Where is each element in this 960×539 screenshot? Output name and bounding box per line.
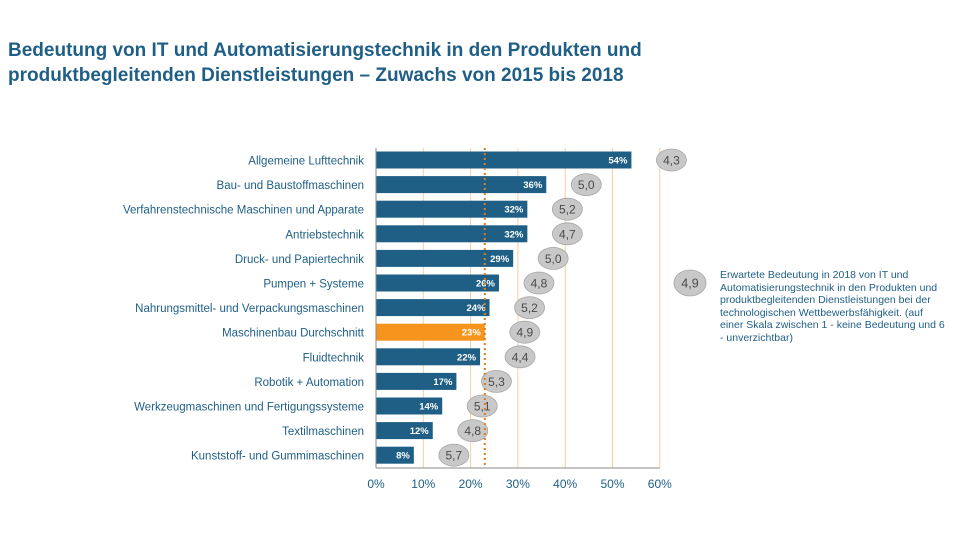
rating-bubble bbox=[509, 320, 541, 344]
bar-value-label: 36% bbox=[523, 180, 543, 191]
bar bbox=[376, 299, 490, 317]
bar bbox=[376, 249, 514, 267]
bar-value-label: 17% bbox=[433, 377, 453, 388]
x-tick-label: 20% bbox=[459, 477, 483, 491]
bar bbox=[376, 397, 443, 415]
legend-bubble bbox=[673, 269, 707, 297]
x-tick-label: 10% bbox=[411, 477, 435, 491]
rating-bubble-label: 4,3 bbox=[663, 154, 680, 168]
bar-value-label: 14% bbox=[419, 402, 439, 413]
rating-bubble bbox=[523, 271, 555, 295]
bar-value-label: 24% bbox=[467, 303, 487, 314]
bar bbox=[376, 176, 547, 194]
chart-title: Bedeutung von IT und Automatisierungstec… bbox=[8, 38, 908, 88]
rating-bubble bbox=[656, 148, 687, 172]
bar-value-label: 29% bbox=[490, 254, 510, 265]
category-label: Bau- und Baustoffmaschinen bbox=[217, 180, 364, 192]
bar-value-label: 8% bbox=[396, 451, 410, 462]
rating-bubble-label: 5,7 bbox=[445, 449, 462, 463]
bar bbox=[376, 225, 528, 243]
rating-bubble-label: 5,3 bbox=[488, 375, 505, 389]
category-label: Kunststoff- und Gummimaschinen bbox=[191, 451, 364, 463]
category-label: Werkzeugmaschinen und Fertigungssysteme bbox=[134, 402, 364, 414]
bar bbox=[376, 151, 632, 169]
x-tick-label: 60% bbox=[648, 477, 672, 491]
rating-bubble bbox=[504, 345, 536, 369]
rating-bubble bbox=[466, 394, 498, 418]
x-tick-label: 40% bbox=[553, 477, 577, 491]
rating-bubble bbox=[570, 173, 602, 197]
bar bbox=[376, 422, 433, 440]
rating-bubble-label: 4,8 bbox=[464, 424, 481, 438]
rating-bubble-label: 5,2 bbox=[521, 301, 538, 315]
bar-value-label: 12% bbox=[410, 426, 430, 437]
category-label: Maschinenbau Durchschnitt bbox=[222, 328, 365, 340]
rating-bubble-label: 5,2 bbox=[559, 203, 576, 217]
rating-bubble-label: 5,0 bbox=[578, 178, 595, 192]
rating-bubble bbox=[537, 246, 569, 270]
rating-bubble-label: 4,4 bbox=[512, 350, 529, 364]
rating-bubble-label: 4,8 bbox=[531, 277, 548, 291]
rating-bubble bbox=[514, 296, 545, 320]
category-label: Antriebstechnik bbox=[285, 229, 364, 241]
x-tick-label: 30% bbox=[506, 477, 530, 491]
bar-value-label: 54% bbox=[608, 156, 628, 167]
bar-value-label: 23% bbox=[462, 328, 482, 339]
bar bbox=[376, 348, 481, 366]
category-label: Robotik + Automation bbox=[254, 377, 364, 389]
category-label: Druck- und Papiertechnik bbox=[235, 254, 364, 266]
chart-title-line-1: Bedeutung von IT und Automatisierungstec… bbox=[8, 40, 642, 61]
category-label: Fluidtechnik bbox=[303, 352, 365, 364]
rating-bubble-label: 4,9 bbox=[516, 326, 533, 340]
rating-bubble-label: 5,1 bbox=[474, 400, 491, 414]
rating-bubble bbox=[551, 197, 583, 221]
bar-value-label: 32% bbox=[504, 229, 524, 240]
x-tick-label: 0% bbox=[367, 477, 385, 491]
category-label: Textilmaschinen bbox=[282, 426, 364, 438]
legend-note-text: Erwartete Bedeutung in 2018 von IT und A… bbox=[720, 269, 945, 344]
rating-bubble-label: 5,0 bbox=[545, 252, 562, 266]
bar bbox=[376, 274, 499, 292]
category-label: Nahrungsmittel- und Verpackungsmaschinen bbox=[135, 303, 364, 315]
bar bbox=[376, 323, 485, 341]
category-label: Allgemeine Lufttechnik bbox=[248, 156, 364, 168]
rating-bubble bbox=[457, 419, 489, 443]
rating-bubble bbox=[438, 443, 470, 467]
x-tick-label: 50% bbox=[600, 477, 624, 491]
bar bbox=[376, 446, 414, 464]
chart-title-line-2: produktbegleitenden Dienstleistungen – Z… bbox=[8, 65, 624, 86]
bar bbox=[376, 200, 528, 218]
rating-bubble bbox=[551, 222, 583, 246]
category-label: Pumpen + Systeme bbox=[263, 279, 364, 291]
rating-bubble bbox=[481, 369, 512, 393]
legend-bubble-label: 4,9 bbox=[681, 277, 698, 291]
category-label: Verfahrenstechnische Maschinen und Appar… bbox=[123, 205, 364, 217]
bar-value-label: 22% bbox=[457, 352, 477, 363]
rating-bubble-label: 4,7 bbox=[559, 227, 576, 241]
bar bbox=[376, 372, 457, 390]
bar-value-label: 32% bbox=[504, 205, 524, 216]
